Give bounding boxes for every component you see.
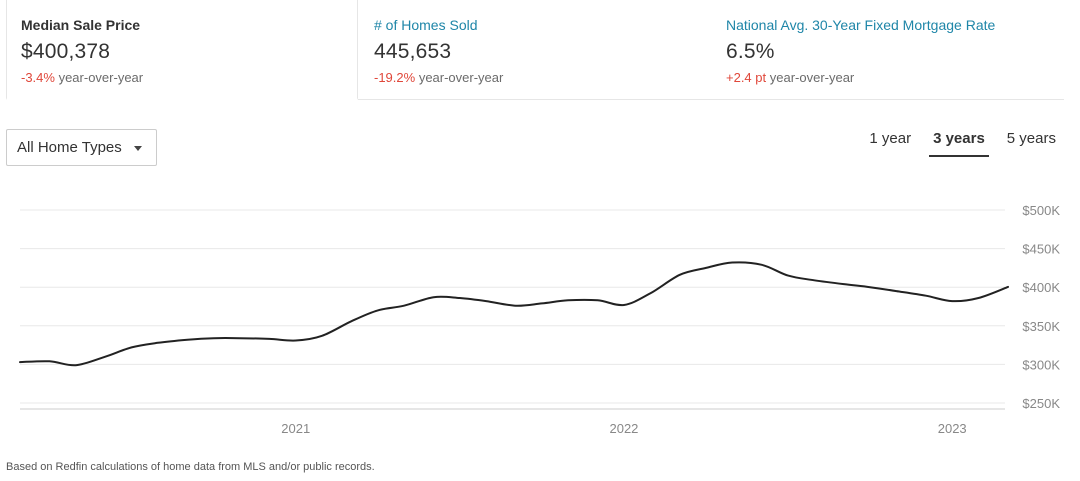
change-suffix: year-over-year (54, 70, 144, 85)
dropdown-label: All Home Types (17, 139, 122, 156)
change-suffix: year-over-year (766, 70, 855, 85)
stat-change: +2.4 pt year-over-year (726, 70, 1064, 85)
y-tick-label: $350K (1022, 319, 1060, 334)
footnote: Based on Redfin calculations of home dat… (6, 461, 375, 473)
stat-mortgage-rate[interactable]: National Avg. 30-Year Fixed Mortgage Rat… (710, 0, 1064, 100)
stat-value: 445,653 (374, 40, 452, 63)
tab-1-year[interactable]: 1 year (869, 130, 912, 147)
y-tick-label: $400K (1022, 280, 1060, 295)
y-tick-label: $500K (1022, 203, 1060, 218)
stat-value: $400,378 (21, 40, 111, 63)
median-price-series-line (19, 261, 1009, 367)
stat-change: -3.4% year-over-year (21, 70, 357, 85)
x-tick-label: 2021 (281, 421, 310, 436)
change-amount: -19.2% (374, 70, 416, 85)
x-tick-label: 2022 (609, 421, 638, 436)
tab-3-years[interactable]: 3 years (929, 130, 989, 157)
y-tick-label: $450K (1022, 242, 1060, 257)
y-tick-label: $250K (1022, 396, 1060, 411)
stat-title: Median Sale Price (21, 17, 141, 33)
stat-title: # of Homes Sold (374, 17, 478, 33)
x-tick-label: 2023 (938, 421, 967, 436)
stat-homes-sold[interactable]: # of Homes Sold 445,653 -19.2% year-over… (358, 0, 710, 100)
change-amount: -3.4% (21, 70, 55, 85)
chevron-down-icon (134, 146, 142, 151)
range-tabs: 1 year 3 years 5 years (851, 130, 1060, 157)
y-tick-label: $300K (1022, 357, 1060, 372)
stat-median-sale-price[interactable]: Median Sale Price $400,378 -3.4% year-ov… (6, 0, 358, 100)
change-amount: +2.4 pt (726, 70, 767, 85)
stat-title: National Avg. 30-Year Fixed Mortgage Rat… (726, 17, 996, 33)
home-type-dropdown[interactable]: All Home Types (6, 129, 157, 166)
median-price-chart: $250K $300K $350K $400K $450K $500K 2021 2022 20… (19, 203, 1060, 436)
stat-change: -19.2% year-over-year (374, 70, 710, 85)
change-suffix: year-over-year (415, 70, 504, 85)
tab-5-years[interactable]: 5 years (1006, 130, 1056, 147)
stat-value: 6.5% (726, 40, 775, 63)
stats-bar: Median Sale Price $400,378 -3.4% year-ov… (6, 0, 1064, 100)
